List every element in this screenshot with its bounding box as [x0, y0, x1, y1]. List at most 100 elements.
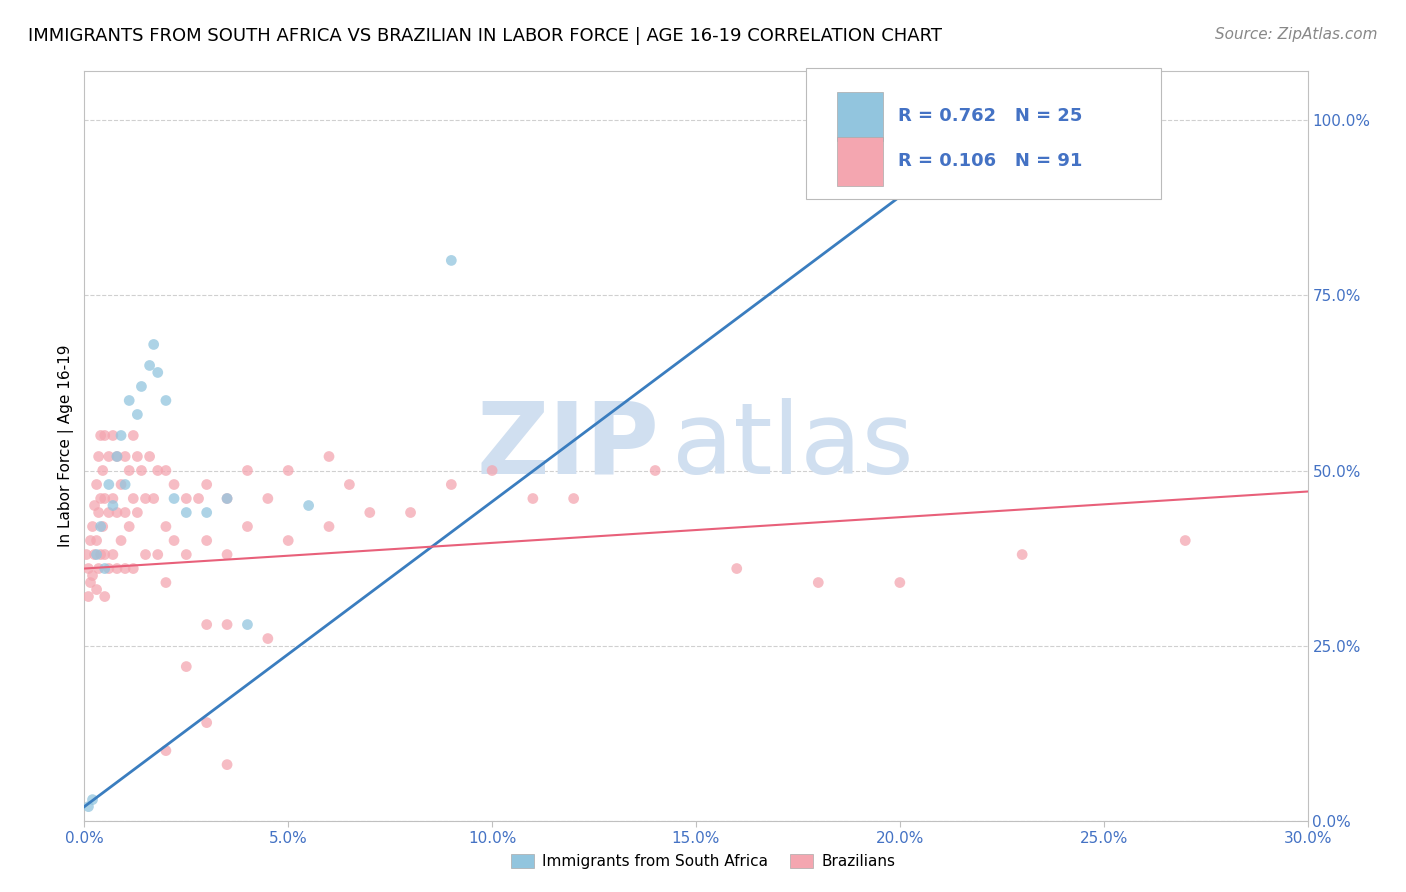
Point — [146, 366, 169, 380]
Point — [174, 506, 197, 520]
Point — [135, 491, 157, 506]
Point — [339, 477, 361, 491]
Point — [101, 548, 124, 562]
Bar — [837, 92, 883, 141]
Bar — [837, 136, 883, 186]
Point — [105, 561, 128, 575]
Point — [82, 519, 104, 533]
Legend: Immigrants from South Africa, Brazilians: Immigrants from South Africa, Brazilians — [505, 848, 901, 875]
Point — [174, 491, 197, 506]
Point — [257, 632, 280, 646]
Point — [122, 491, 145, 506]
Point — [131, 379, 153, 393]
FancyBboxPatch shape — [806, 68, 1161, 199]
Point — [155, 743, 177, 757]
Point — [110, 428, 132, 442]
Point — [86, 533, 108, 548]
Point — [217, 757, 239, 772]
Point — [93, 428, 115, 442]
Point — [75, 548, 97, 562]
Point — [93, 491, 115, 506]
Point — [86, 477, 108, 491]
Point — [122, 561, 145, 575]
Point — [163, 533, 186, 548]
Point — [93, 561, 115, 575]
Point — [236, 463, 259, 477]
Point — [217, 491, 239, 506]
Point — [481, 463, 503, 477]
Point — [163, 491, 186, 506]
Point — [146, 548, 169, 562]
Point — [90, 428, 112, 442]
Point — [155, 463, 177, 477]
Point — [86, 582, 108, 597]
Text: R = 0.762   N = 25: R = 0.762 N = 25 — [898, 107, 1083, 125]
Point — [155, 575, 177, 590]
Point — [127, 408, 149, 422]
Point — [142, 491, 165, 506]
Point — [187, 491, 209, 506]
Point — [93, 590, 115, 604]
Point — [440, 253, 463, 268]
Point — [195, 715, 218, 730]
Point — [87, 561, 110, 575]
Point — [807, 575, 830, 590]
Point — [359, 506, 381, 520]
Point — [79, 575, 101, 590]
Point — [82, 792, 104, 806]
Point — [142, 337, 165, 351]
Point — [101, 428, 124, 442]
Point — [110, 477, 132, 491]
Point — [277, 533, 299, 548]
Point — [1011, 548, 1033, 562]
Point — [83, 548, 105, 562]
Text: R = 0.106   N = 91: R = 0.106 N = 91 — [898, 153, 1083, 170]
Point — [83, 499, 105, 513]
Point — [318, 519, 340, 533]
Point — [90, 548, 112, 562]
Point — [298, 499, 321, 513]
Point — [127, 506, 149, 520]
Point — [725, 561, 748, 575]
Point — [122, 428, 145, 442]
Point — [97, 450, 120, 464]
Point — [86, 548, 108, 562]
Point — [155, 519, 177, 533]
Point — [114, 450, 136, 464]
Point — [97, 477, 120, 491]
Point — [131, 463, 153, 477]
Point — [91, 463, 114, 477]
Point — [101, 499, 124, 513]
Point — [114, 477, 136, 491]
Point — [318, 450, 340, 464]
Point — [146, 463, 169, 477]
Point — [87, 506, 110, 520]
Point — [195, 477, 218, 491]
Point — [91, 519, 114, 533]
Point — [1174, 533, 1197, 548]
Point — [110, 533, 132, 548]
Point — [217, 548, 239, 562]
Point — [991, 113, 1014, 128]
Point — [97, 506, 120, 520]
Point — [217, 617, 239, 632]
Point — [118, 463, 141, 477]
Point — [118, 393, 141, 408]
Point — [105, 450, 128, 464]
Point — [644, 463, 666, 477]
Point — [114, 506, 136, 520]
Point — [174, 659, 197, 673]
Point — [135, 548, 157, 562]
Point — [97, 561, 120, 575]
Point — [217, 491, 239, 506]
Point — [118, 519, 141, 533]
Point — [77, 590, 100, 604]
Point — [562, 491, 585, 506]
Point — [236, 519, 259, 533]
Point — [889, 575, 911, 590]
Text: ZIP: ZIP — [477, 398, 659, 494]
Point — [277, 463, 299, 477]
Point — [77, 799, 100, 814]
Point — [195, 617, 218, 632]
Point — [257, 491, 280, 506]
